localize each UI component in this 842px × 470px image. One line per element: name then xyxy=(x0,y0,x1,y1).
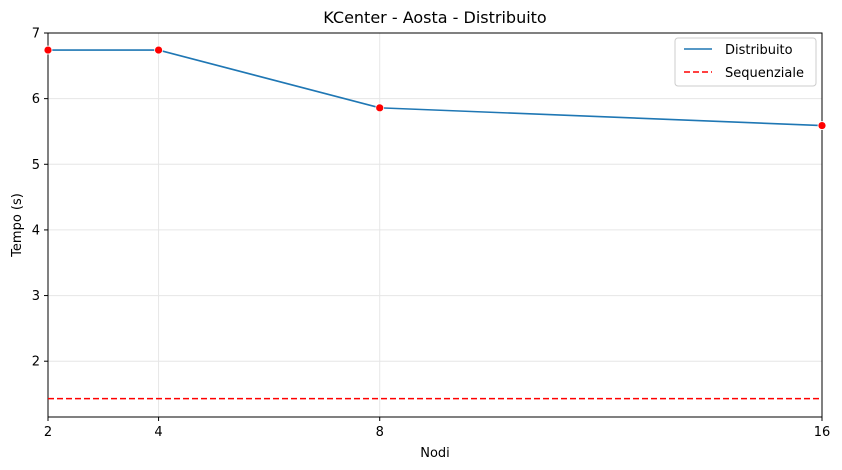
y-tick-label: 3 xyxy=(32,289,40,304)
y-tick-label: 7 xyxy=(32,27,40,42)
data-point xyxy=(43,45,53,55)
plot-area xyxy=(47,32,823,418)
y-axis: 2 3 4 5 6 7 xyxy=(32,27,48,370)
x-tick-label: 4 xyxy=(154,425,162,440)
legend-label-distribuito: Distribuito xyxy=(725,43,793,58)
y-tick-label: 5 xyxy=(32,158,40,173)
chart-title: KCenter - Aosta - Distribuito xyxy=(323,8,546,27)
y-tick-label: 6 xyxy=(32,92,40,107)
legend: Distribuito Sequenziale xyxy=(674,37,817,87)
series-line-distribuito xyxy=(48,49,823,127)
data-point xyxy=(375,103,385,113)
x-axis: 2 4 8 16 xyxy=(44,417,830,440)
x-tick-label: 2 xyxy=(44,425,52,440)
legend-label-sequenziale: Sequenziale xyxy=(725,66,804,81)
x-axis-label: Nodi xyxy=(420,446,450,461)
y-tick-label: 2 xyxy=(32,355,40,370)
data-point xyxy=(817,121,827,130)
data-point xyxy=(154,45,163,55)
series-layer xyxy=(43,45,827,400)
y-axis-label: Tempo (s) xyxy=(10,193,25,258)
x-tick-label: 16 xyxy=(814,425,831,440)
legend-box xyxy=(674,37,817,87)
y-tick-label: 4 xyxy=(32,223,40,238)
grid xyxy=(47,32,823,417)
x-tick-label: 8 xyxy=(376,425,384,440)
